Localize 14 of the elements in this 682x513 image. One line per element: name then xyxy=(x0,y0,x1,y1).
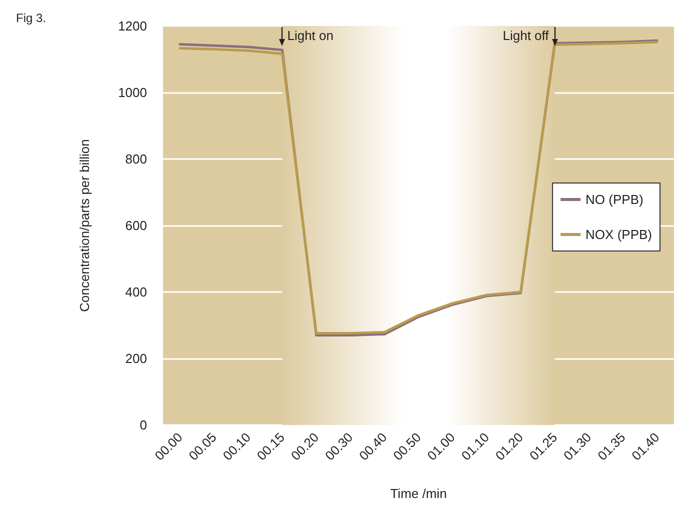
y-tick-label: 200 xyxy=(125,351,147,366)
legend-label: NO (PPB) xyxy=(586,192,644,207)
y-tick-label: 600 xyxy=(125,218,147,233)
x-axis-title: Time /min xyxy=(390,486,447,501)
y-tick-label: 400 xyxy=(125,284,147,300)
y-tick-label: 1000 xyxy=(118,85,147,100)
caption: Fig 3. xyxy=(16,11,46,25)
y-tick-label: 0 xyxy=(140,418,147,432)
annotation: Light off xyxy=(502,28,549,43)
y-axis-title: Concentration/parts per billion xyxy=(77,139,92,312)
y-tick-label: 1200 xyxy=(118,18,147,34)
annotation: Light on xyxy=(287,28,334,43)
legend-label: NOX (PPB) xyxy=(586,227,652,242)
y-tick-label: 800 xyxy=(125,152,147,166)
